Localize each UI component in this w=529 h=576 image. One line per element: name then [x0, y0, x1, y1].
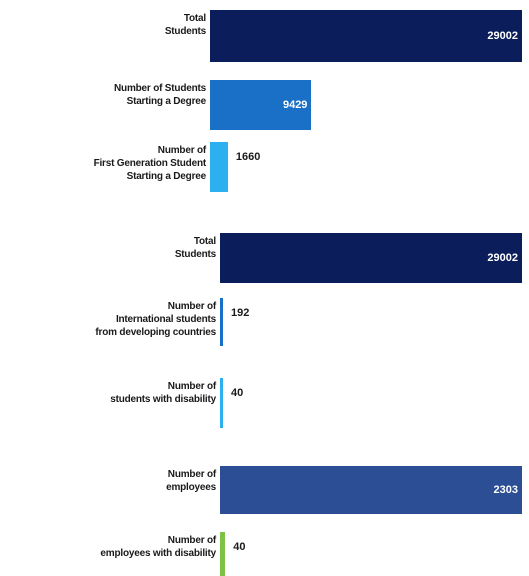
bar — [220, 466, 522, 514]
category-label: Number of employees — [166, 469, 216, 493]
category-label: Number of First Generation Student Start… — [93, 145, 207, 182]
value-label: 9429 — [282, 99, 308, 111]
value-label: 1660 — [235, 151, 261, 163]
bar — [220, 233, 522, 283]
bar — [210, 10, 522, 62]
category-label: Number of International students from de… — [95, 301, 216, 338]
category-label: Number of students with disability — [110, 381, 216, 405]
bar — [220, 378, 223, 428]
bar — [210, 142, 228, 192]
value-label: 192 — [231, 307, 250, 319]
category-label: Total Students — [164, 13, 206, 37]
bar — [210, 80, 312, 130]
value-label: 29002 — [487, 30, 518, 42]
bar — [220, 298, 223, 346]
value-label: 40 — [231, 387, 244, 399]
value-label: 2303 — [493, 484, 518, 496]
category-label: Number of employees with disability — [100, 535, 216, 559]
value-label: 29002 — [487, 252, 518, 264]
value-label: 40 — [233, 541, 246, 553]
bar — [220, 532, 226, 576]
category-label: Number of Students Starting a Degree — [114, 83, 206, 107]
category-label: Total Students — [174, 236, 216, 260]
